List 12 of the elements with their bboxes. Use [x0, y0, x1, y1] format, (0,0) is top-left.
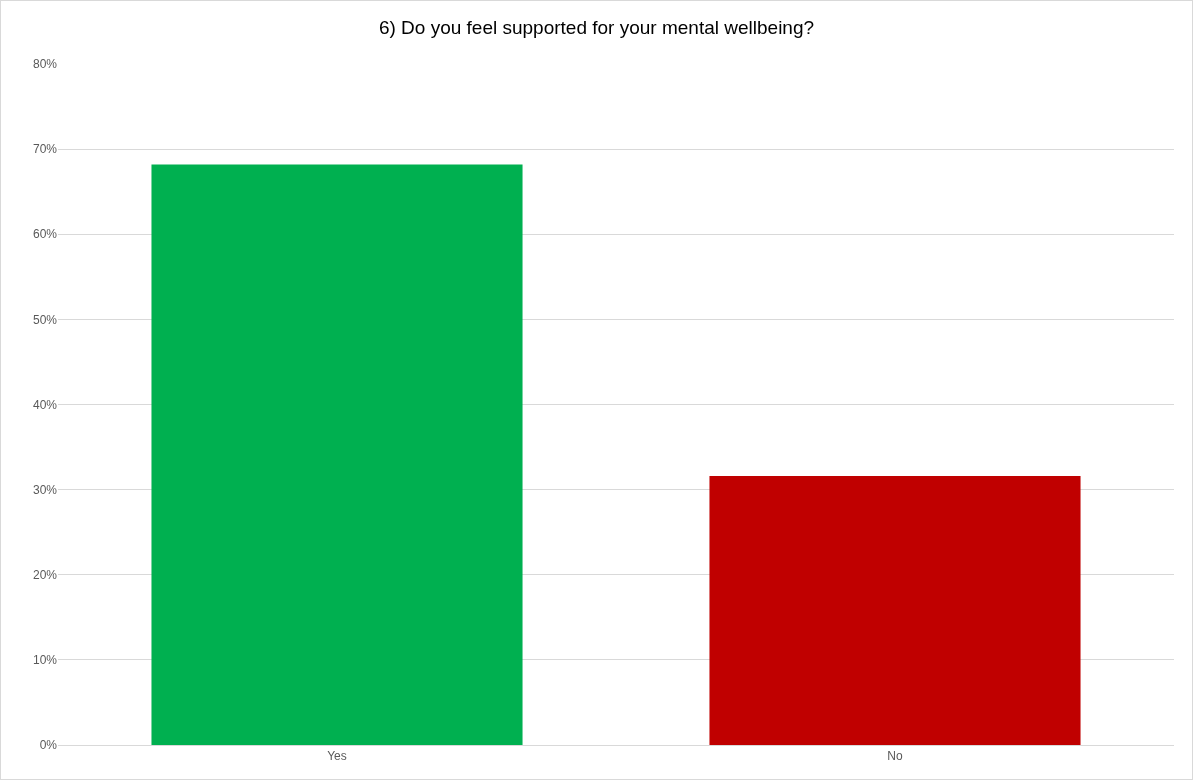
- y-tick-label: 70%: [32, 142, 58, 157]
- y-tick-label: 0%: [39, 738, 58, 753]
- y-tick-label: 10%: [32, 653, 58, 668]
- y-tick-label: 50%: [32, 312, 58, 327]
- y-tick-label: 80%: [32, 57, 58, 72]
- y-tick-label: 40%: [32, 397, 58, 412]
- y-tick-label: 30%: [32, 482, 58, 497]
- y-tick-label: 20%: [32, 567, 58, 582]
- chart-title: 6) Do you feel supported for your mental wellbeing?: [378, 16, 815, 38]
- x-tick-label: Yes: [327, 749, 347, 764]
- x-tick-label: No: [887, 749, 903, 764]
- y-tick-label: 60%: [32, 227, 58, 242]
